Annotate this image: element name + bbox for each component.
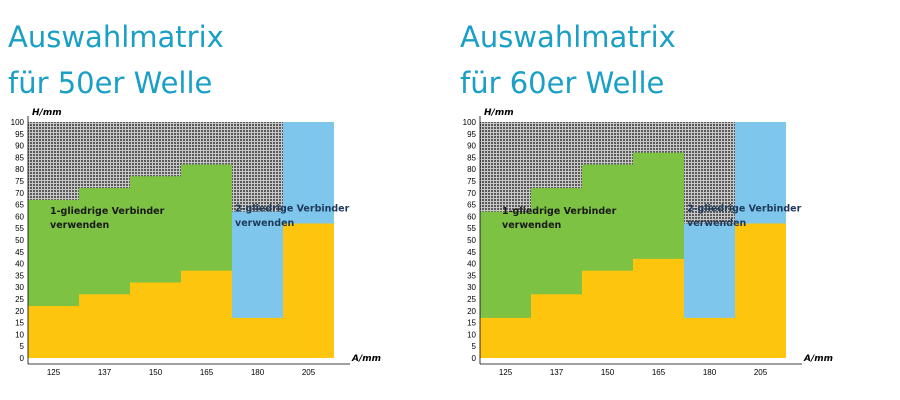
x-tick-label-125: 125 (47, 368, 61, 377)
y-tick-label-35: 35 (467, 271, 476, 280)
x-tick-label-125: 125 (499, 368, 513, 377)
y-tick-label-100: 100 (11, 118, 25, 127)
y-tick-label-60: 60 (15, 212, 24, 221)
y-tick-label-10: 10 (15, 330, 24, 339)
yellow-zone-180 (684, 317, 735, 358)
x-tick-label-137: 137 (550, 368, 564, 377)
two-link-label-line-2: verwenden (235, 218, 295, 229)
y-tick-label-30: 30 (467, 283, 476, 292)
chart-panel-60: Auswahlmatrix für 60er Welle 0 5 10 15 20 25 3… (452, 0, 900, 400)
yellow-zone-205 (735, 223, 786, 358)
x-tick-label-205: 205 (754, 368, 768, 377)
y-tick-label-20: 20 (467, 307, 476, 316)
chart-title-line-1: Auswahlmatrix (8, 20, 224, 54)
y-tick-label-70: 70 (15, 189, 24, 198)
chart-title-line-1: Auswahlmatrix (460, 20, 676, 54)
y-tick-label-45: 45 (15, 248, 24, 257)
y-tick-label-10: 10 (467, 330, 476, 339)
yellow-zone-125 (480, 317, 531, 358)
y-tick-label-5: 5 (472, 342, 477, 351)
y-tick-label-25: 25 (467, 295, 476, 304)
x-tick-label-150: 150 (601, 368, 615, 377)
chart-panel-50: Auswahlmatrix für 50er Welle 0 5 10 15 20 25 3… (8, 20, 381, 377)
y-tick-label-85: 85 (467, 153, 476, 162)
x-tick-label-180: 180 (251, 368, 265, 377)
x-tick-label-150: 150 (149, 368, 163, 377)
yellow-zone-150 (130, 282, 181, 358)
x-tick-label-165: 165 (200, 368, 214, 377)
y-tick-label-90: 90 (467, 142, 476, 151)
y-tick-label-85: 85 (15, 153, 24, 162)
y-tick-label-15: 15 (15, 319, 24, 328)
y-tick-label-70: 70 (467, 189, 476, 198)
selection-matrix-chart-60: 0 5 10 15 20 25 30 35 40 45 50 55 60 65 70 75 80 85 90 95 10… (463, 108, 833, 377)
y-tick-label-75: 75 (15, 177, 24, 186)
yellow-zone-180 (232, 317, 283, 358)
y-tick-label-50: 50 (467, 236, 476, 245)
y-tick-label-65: 65 (15, 201, 24, 210)
y-tick-label-60: 60 (467, 212, 476, 221)
y-tick-label-75: 75 (467, 177, 476, 186)
y-tick-label-35: 35 (15, 271, 24, 280)
selection-matrix-chart-50: 0 5 10 15 20 25 30 35 40 45 50 55 60 65 70 75 80 85 90 95 10… (11, 108, 381, 377)
y-tick-label-55: 55 (15, 224, 24, 233)
chart-title-line-2: für 50er Welle (8, 66, 213, 100)
x-tick-label-180: 180 (703, 368, 717, 377)
chart-title-line-2: für 60er Welle (460, 66, 665, 100)
y-tick-label-0: 0 (472, 354, 477, 363)
y-tick-label-5: 5 (20, 342, 25, 351)
y-axis-label: H/mm (32, 108, 62, 118)
y-tick-label-95: 95 (15, 130, 24, 139)
one-link-label-line-2: verwenden (502, 220, 562, 231)
y-tick-label-15: 15 (467, 319, 476, 328)
yellow-zone-150 (582, 270, 633, 358)
one-link-label-line-2: verwenden (50, 220, 110, 231)
one-link-label-line-1: 1-gliedrige Verbinder (502, 206, 617, 217)
y-tick-label-65: 65 (467, 201, 476, 210)
one-link-label-line-1: 1-gliedrige Verbinder (50, 206, 165, 217)
y-tick-label-30: 30 (15, 283, 24, 292)
y-tick-label-90: 90 (15, 142, 24, 151)
y-tick-label-80: 80 (467, 165, 476, 174)
y-tick-label-40: 40 (15, 260, 24, 269)
x-tick-label-205: 205 (302, 368, 316, 377)
y-tick-label-40: 40 (467, 260, 476, 269)
y-tick-label-25: 25 (15, 295, 24, 304)
y-tick-label-20: 20 (15, 307, 24, 316)
two-link-label-line-2: verwenden (687, 218, 747, 229)
yellow-zone-165 (633, 258, 684, 358)
x-tick-label-165: 165 (652, 368, 666, 377)
x-axis-label: A/mm (803, 354, 833, 364)
yellow-zone-125 (28, 306, 79, 358)
y-tick-label-55: 55 (467, 224, 476, 233)
y-tick-label-95: 95 (467, 130, 476, 139)
y-axis-label: H/mm (484, 108, 514, 118)
y-tick-label-50: 50 (15, 236, 24, 245)
y-tick-label-100: 100 (463, 118, 477, 127)
x-axis-label: A/mm (351, 354, 381, 364)
two-link-label-line-1: 2-gliedrige Verbinder (687, 204, 802, 215)
yellow-zone-137 (79, 294, 130, 358)
yellow-zone-165 (181, 270, 232, 358)
x-tick-label-137: 137 (98, 368, 112, 377)
y-tick-label-45: 45 (467, 248, 476, 257)
y-tick-label-0: 0 (20, 354, 25, 363)
two-link-label-line-1: 2-gliedrige Verbinder (235, 204, 350, 215)
yellow-zone-137 (531, 294, 582, 358)
y-tick-label-80: 80 (15, 165, 24, 174)
yellow-zone-205 (283, 223, 334, 358)
